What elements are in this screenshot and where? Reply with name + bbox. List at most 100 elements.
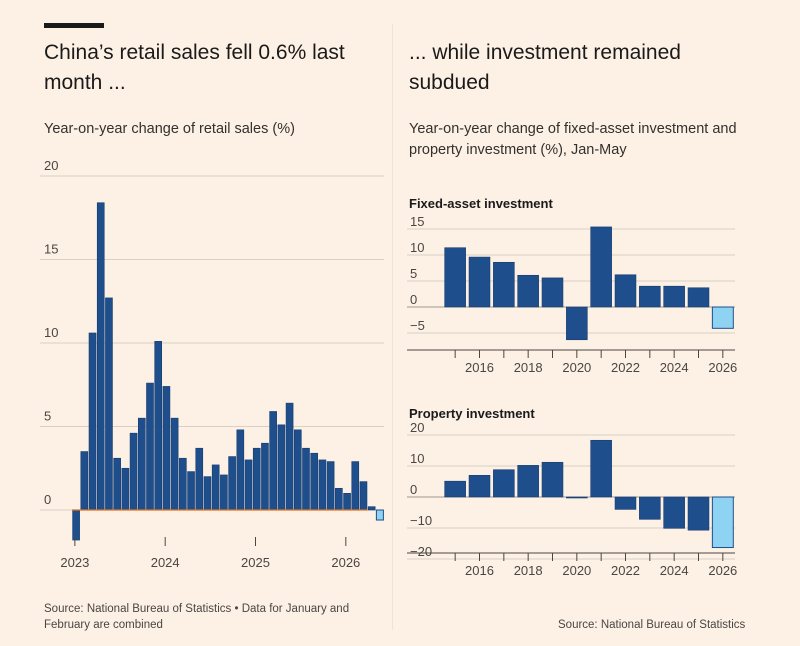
retail-bar [113,457,121,511]
fai-bar-2020 [566,306,588,341]
fai-bar-2018 [517,274,539,308]
retail-bar [137,417,146,511]
retail-y-tick-5: 5 [44,409,51,424]
retail-bar [367,506,376,511]
retail-bar [318,459,327,511]
property-y-tick-10: 10 [410,451,424,466]
retail-y-tick-10: 10 [44,325,58,340]
right-source-note: Source: National Bureau of Statistics [558,619,746,631]
retail-bar [343,492,351,511]
right-chart-subtitle: Year-on-year change of fixed-asset inves… [409,121,737,158]
retail-x-tick-2025: 2025 [241,555,270,570]
retail-x-tick-2026: 2026 [331,555,360,570]
property-x-tick-2016: 2016 [465,563,494,578]
fai-bar-2024 [663,285,685,308]
retail-bar [269,411,277,511]
retail-bar [351,461,360,511]
fai-y-tick-15: 15 [410,214,424,229]
property-y-tick--20: −20 [410,544,432,559]
property-bar-2021 [590,439,612,498]
fai-bar-2017 [493,261,515,308]
left-chart-subtitle: Year-on-year change of retail sales (%) [44,121,295,137]
retail-bar [96,202,105,511]
retail-bar [228,456,236,511]
fai-x-tick-2018: 2018 [514,360,543,375]
retail-bar [121,467,130,511]
fai-bar-2023 [639,285,661,308]
fai-x-tick-2016: 2016 [465,360,494,375]
property-x-tick-2022: 2022 [611,563,640,578]
fai-bar-2016 [468,256,491,308]
property-bar-2025 [687,496,710,531]
property-bar-2015 [444,480,466,498]
property-x-tick-2024: 2024 [660,563,689,578]
retail-bar [162,386,171,511]
retail-bar [335,487,343,511]
retail-y-tick-20: 20 [44,158,58,173]
retail-bar [129,432,138,511]
fai-y-tick--5: −5 [410,318,425,333]
property-y-tick-20: 20 [410,420,424,435]
retail-bar [261,442,269,511]
property-bar-2018 [517,465,539,498]
fai-x-tick-2026: 2026 [708,360,737,375]
fai-y-tick-5: 5 [410,266,417,281]
property-panel-label: Property investment [409,406,535,421]
property-bar-2022 [614,496,637,510]
fai-panel-label: Fixed-asset investment [409,196,553,211]
retail-bar [277,424,286,511]
retail-y-tick-15: 15 [44,242,58,257]
retail-bar [310,452,319,511]
property-y-tick-0: 0 [410,482,417,497]
property-y-tick--10: −10 [410,513,432,528]
fai-bar-2021 [590,226,612,308]
property-bar-2026 [711,496,734,549]
fai-x-tick-2022: 2022 [611,360,640,375]
retail-bar [220,474,228,511]
retail-x-tick-2023: 2023 [60,555,89,570]
retail-bar [105,297,113,511]
retail-bar [359,481,368,511]
property-x-tick-2026: 2026 [708,563,737,578]
property-bar-2023 [639,496,661,520]
property-bar-2016 [468,474,491,498]
retail-bar [72,509,80,541]
retail-bar [211,464,220,511]
retail-bar [154,341,163,511]
panel-divider [392,24,393,630]
fai-y-tick-0: 0 [410,292,417,307]
property-x-tick-2020: 2020 [562,563,591,578]
retail-y-tick-0: 0 [44,492,51,507]
retail-bar [236,429,245,511]
retail-bar [88,332,97,511]
retail-bar [187,471,195,511]
retail-bar [293,429,302,511]
property-x-tick-2018: 2018 [514,563,543,578]
fai-bar-2025 [687,287,710,308]
accent-bar [44,23,104,28]
retail-bar [170,417,179,511]
property-bar-2020 [566,496,588,499]
retail-bar [252,447,261,511]
retail-bar [244,459,253,511]
left-source-note: Source: National Bureau of Statistics • … [44,603,350,631]
fai-bar-2019 [541,277,564,308]
retail-bar [203,476,212,511]
retail-bar [179,457,187,511]
fai-x-tick-2024: 2024 [660,360,689,375]
retail-x-tick-2024: 2024 [151,555,180,570]
retail-bar [285,402,294,511]
fai-x-tick-2020: 2020 [562,360,591,375]
retail-bar [146,382,154,511]
left-chart-title: China’s retail sales fell 0.6% last mont… [44,41,345,94]
fai-bar-2026 [711,306,734,329]
retail-bar [375,509,384,521]
retail-bar [326,461,335,511]
retail-bar [302,447,310,511]
right-chart-title: ... while investment remained subdued [409,41,681,94]
property-bar-2019 [541,461,564,498]
property-bar-2024 [663,496,685,529]
retail-bar [195,447,204,511]
fai-y-tick-10: 10 [410,240,424,255]
